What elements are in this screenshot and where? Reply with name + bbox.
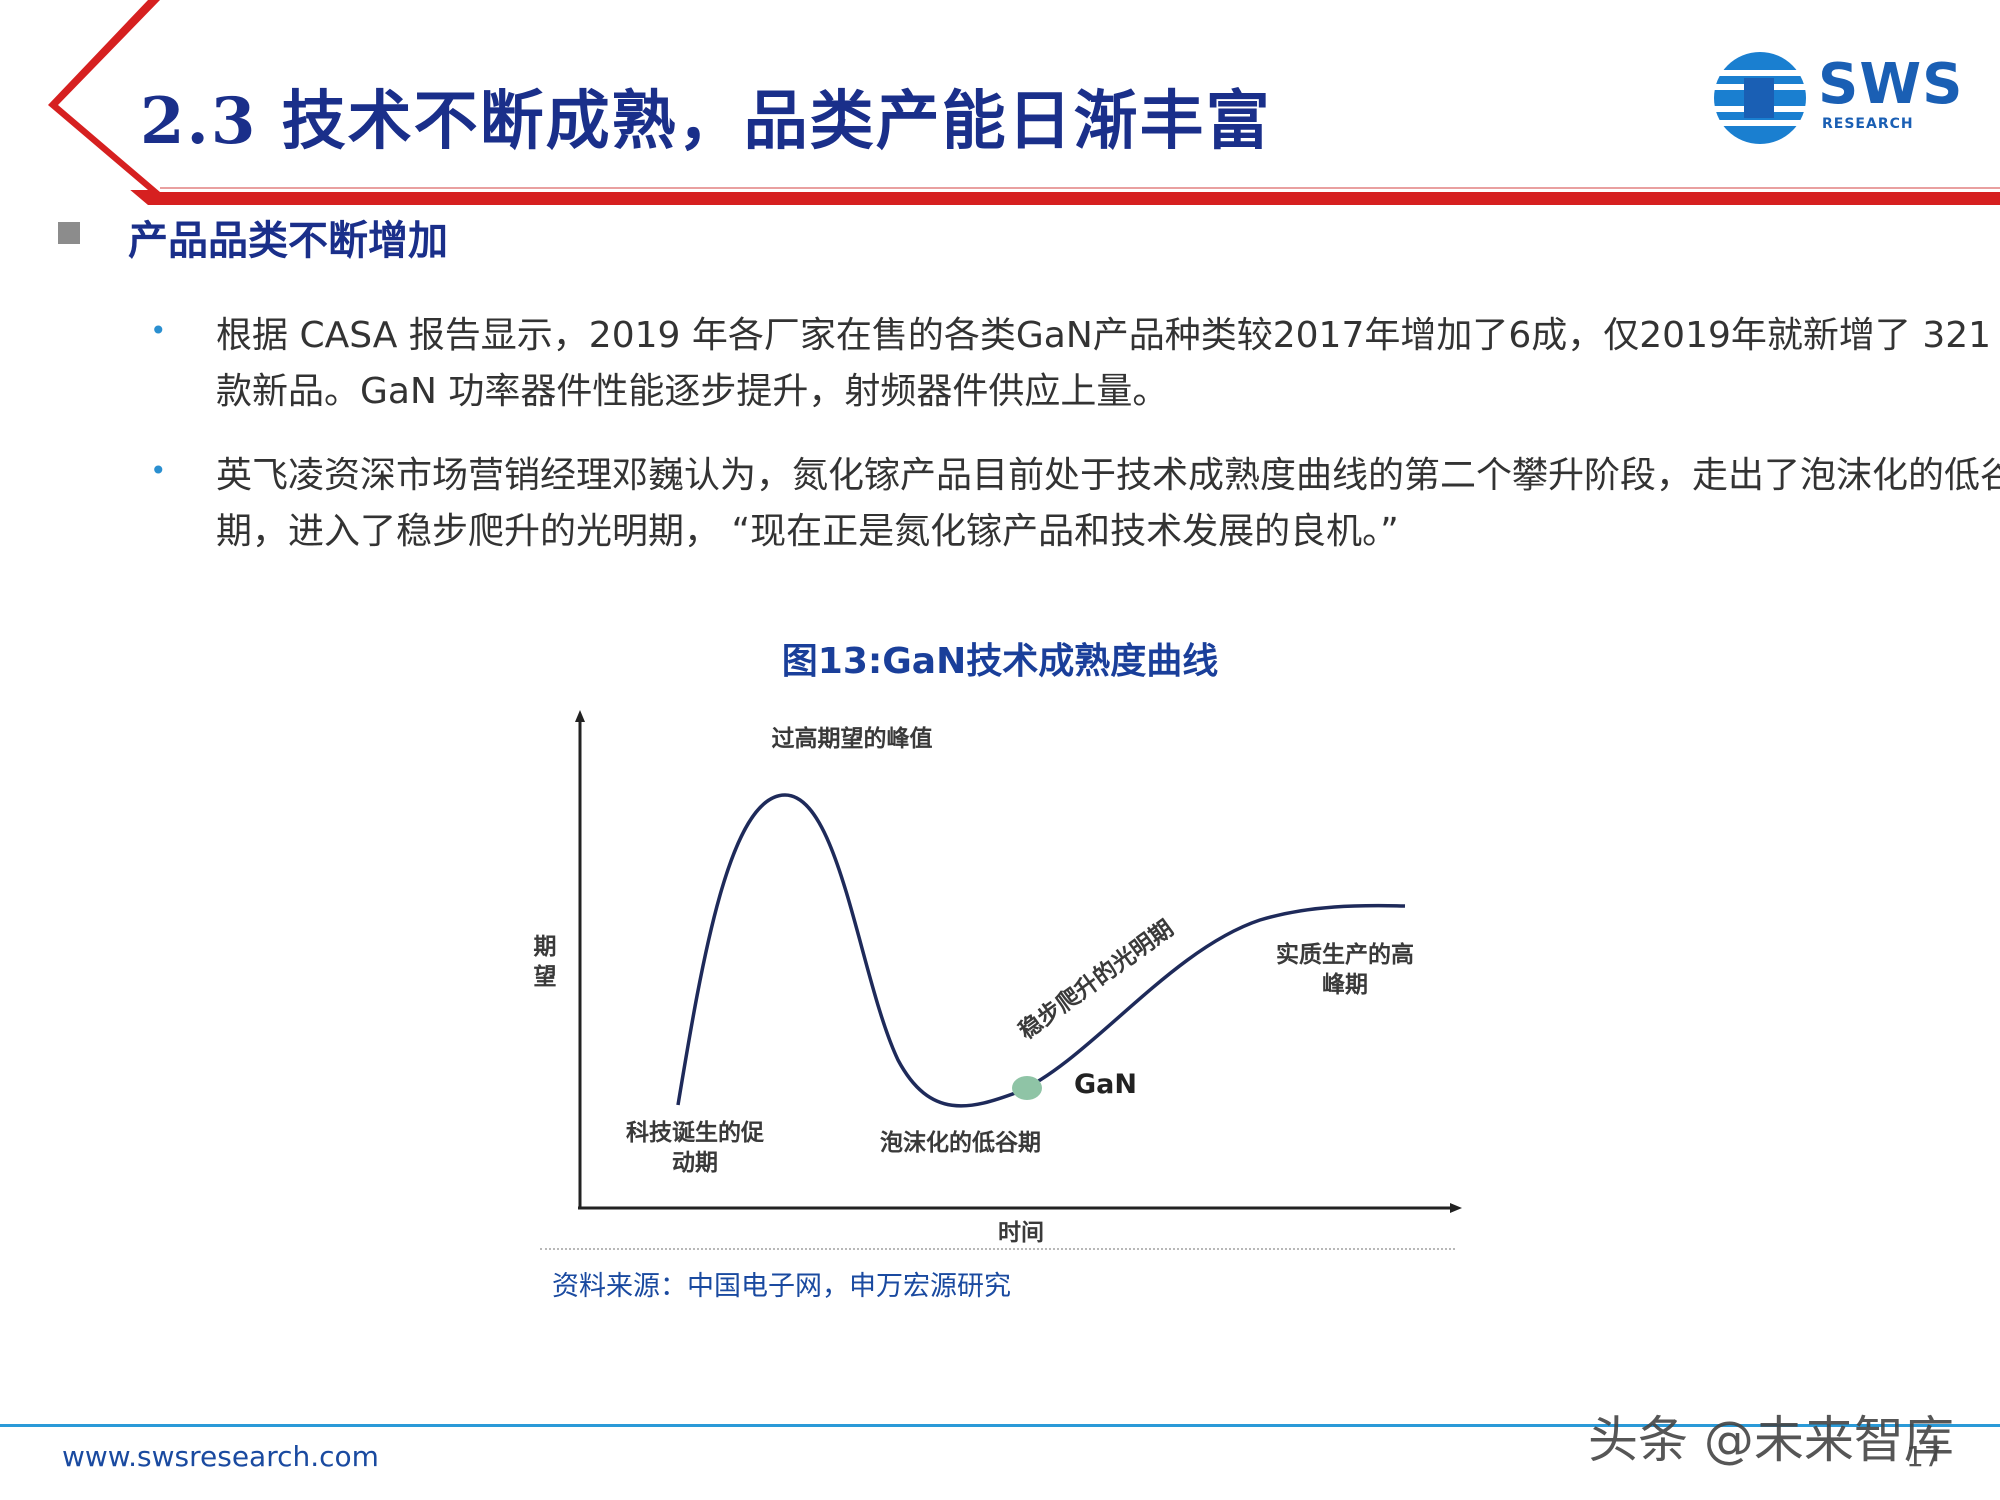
plateau-label: 实质生产的高峰期 bbox=[1270, 940, 1420, 1000]
footer-line bbox=[0, 1424, 2000, 1427]
bullet-text: 英飞凌资深市场营销经理邓巍认为，氮化镓产品目前处于技术成熟度曲线的第二个攀升阶段… bbox=[216, 455, 2000, 552]
figure-title: 图13:GaN技术成熟度曲线 bbox=[781, 641, 1219, 682]
hype-cycle-svg: 稳步爬升的光明期 bbox=[575, 710, 1462, 1213]
source-note: 资料来源：中国电子网，申万宏源研究 bbox=[552, 1271, 1011, 1302]
hype-cycle-chart: 稳步爬升的光明期 过高期望的峰值 科技诞生的促动期 泡沫化的低谷期 实质生产的高… bbox=[530, 700, 1480, 1260]
y-axis-label: 期望 bbox=[533, 934, 557, 990]
slide-title: 2.3 技术不断成熟，品类产能日渐丰富 bbox=[140, 84, 1272, 159]
slope-label: 稳步爬升的光明期 bbox=[1014, 915, 1179, 1045]
header-shape bbox=[0, 0, 2000, 205]
bullet-dot-icon: • bbox=[150, 314, 167, 347]
x-axis-arrow-icon bbox=[1450, 1203, 1462, 1213]
source-divider bbox=[540, 1248, 1455, 1250]
logo-globe-icon bbox=[1714, 52, 1806, 144]
trigger-label-text: 科技诞生的促动期 bbox=[626, 1120, 764, 1176]
logo-text: SWS bbox=[1818, 52, 1964, 117]
section-square-icon bbox=[58, 222, 80, 244]
x-axis-label: 时间 bbox=[998, 1220, 1044, 1246]
hype-curve bbox=[676, 793, 1406, 1108]
peak-label-text: 过高期望的峰值 bbox=[771, 726, 933, 752]
watermark: 头条 @未来智库 bbox=[1588, 1411, 1954, 1469]
bullet-text: 根据 CASA 报告显示，2019 年各厂家在售的各类GaN产品种类较2017年… bbox=[216, 315, 1992, 412]
y-axis-arrow-icon bbox=[575, 710, 585, 722]
gan-marker bbox=[1012, 1076, 1042, 1100]
header-band bbox=[0, 0, 2000, 205]
footer-url[interactable]: www.swsresearch.com bbox=[62, 1440, 379, 1473]
trigger-label: 科技诞生的促动期 bbox=[620, 1118, 770, 1178]
trough-label: 泡沫化的低谷期 bbox=[880, 1130, 1041, 1156]
peak-label: 过高期望的峰值 bbox=[762, 724, 942, 754]
page-number: 17 bbox=[1906, 1440, 1942, 1473]
plateau-label-text: 实质生产的高峰期 bbox=[1276, 942, 1414, 998]
gan-label: GaN bbox=[1074, 1069, 1137, 1100]
logo-subtext: RESEARCH bbox=[1822, 116, 1914, 132]
section-title: 产品品类不断增加 bbox=[128, 218, 448, 264]
bullet-dot-icon: • bbox=[150, 454, 167, 487]
sws-logo: SWS RESEARCH bbox=[1710, 48, 1964, 148]
